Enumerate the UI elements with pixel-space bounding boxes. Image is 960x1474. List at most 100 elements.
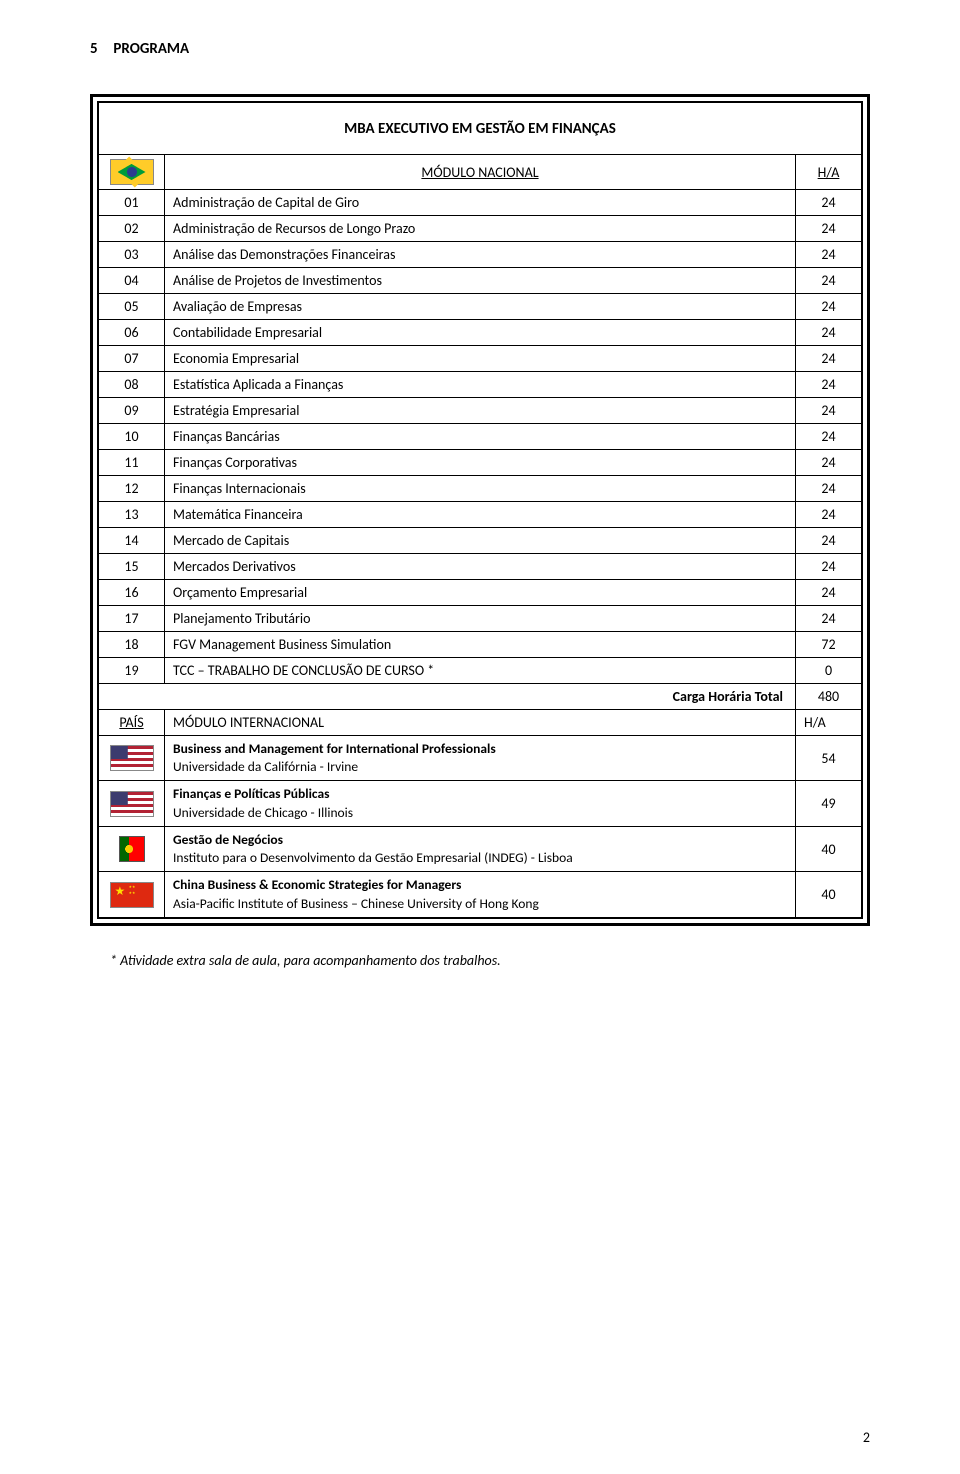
us-flag-icon: [110, 745, 154, 771]
intl-description: China Business & Economic Strategies for…: [165, 872, 796, 917]
row-number: 08: [99, 372, 165, 398]
table-row: 16Orçamento Empresarial24: [99, 580, 862, 606]
row-description: Análise das Demonstrações Financeiras: [165, 242, 796, 268]
row-hours: 24: [796, 528, 862, 554]
row-number: 14: [99, 528, 165, 554]
table-row: China Business & Economic Strategies for…: [99, 872, 862, 917]
table-row: 19TCC – TRABALHO DE CONCLUSÃO DE CURSO *…: [99, 658, 862, 684]
table-inner-frame: MBA EXECUTIVO EM GESTÃO EM FINANÇAS MÓDU…: [97, 101, 863, 919]
section-number: 5: [90, 40, 110, 58]
footnote: * Atividade extra sala de aula, para aco…: [90, 952, 870, 969]
table-row: Business and Management for Internationa…: [99, 736, 862, 781]
section-heading: 5 PROGRAMA: [90, 40, 870, 58]
col-header-pais: PAÍS: [99, 710, 165, 736]
row-description: TCC – TRABALHO DE CONCLUSÃO DE CURSO *: [165, 658, 796, 684]
brazil-flag-icon: [110, 159, 154, 185]
row-number: 15: [99, 554, 165, 580]
row-hours: 24: [796, 606, 862, 632]
row-hours: 24: [796, 268, 862, 294]
intl-hours: 40: [796, 826, 862, 871]
us-flag-icon: [110, 791, 154, 817]
row-number: 12: [99, 476, 165, 502]
table-row: 08Estatística Aplicada a Finanças24: [99, 372, 862, 398]
row-description: Finanças Bancárias: [165, 424, 796, 450]
row-number: 04: [99, 268, 165, 294]
row-hours: 24: [796, 554, 862, 580]
row-number: 10: [99, 424, 165, 450]
row-description: Contabilidade Empresarial: [165, 320, 796, 346]
intl-flag-cell: [99, 872, 165, 917]
row-hours: 24: [796, 450, 862, 476]
col-header-modulo-internacional: MÓDULO INTERNACIONAL: [165, 710, 796, 736]
intl-flag-cell: [99, 736, 165, 781]
intl-description: Finanças e Políticas PúblicasUniversidad…: [165, 781, 796, 826]
row-description: Planejamento Tributário: [165, 606, 796, 632]
row-number: 09: [99, 398, 165, 424]
row-description: Mercado de Capitais: [165, 528, 796, 554]
intl-description: Gestão de NegóciosInstituto para o Desen…: [165, 826, 796, 871]
page-number: 2: [863, 1429, 870, 1446]
row-hours: 24: [796, 424, 862, 450]
row-description: Economia Empresarial: [165, 346, 796, 372]
table-row: Finanças e Políticas PúblicasUniversidad…: [99, 781, 862, 826]
table-row: 10Finanças Bancárias24: [99, 424, 862, 450]
table-row: 18FGV Management Business Simulation72: [99, 632, 862, 658]
row-number: 02: [99, 216, 165, 242]
row-number: 11: [99, 450, 165, 476]
row-number: 07: [99, 346, 165, 372]
section-title: PROGRAMA: [113, 40, 189, 58]
flag-cell-brazil: [99, 155, 165, 190]
row-hours: 24: [796, 580, 862, 606]
total-row: Carga Horária Total 480: [99, 684, 862, 710]
intl-description: Business and Management for Internationa…: [165, 736, 796, 781]
row-description: Análise de Projetos de Investimentos: [165, 268, 796, 294]
row-number: 03: [99, 242, 165, 268]
row-hours: 24: [796, 294, 862, 320]
row-hours: 0: [796, 658, 862, 684]
row-description: Matemática Financeira: [165, 502, 796, 528]
table-title: MBA EXECUTIVO EM GESTÃO EM FINANÇAS: [99, 103, 862, 155]
row-description: Estatística Aplicada a Finanças: [165, 372, 796, 398]
row-hours: 24: [796, 502, 862, 528]
intl-hours: 49: [796, 781, 862, 826]
table-row: 13Matemática Financeira24: [99, 502, 862, 528]
intl-hours: 40: [796, 872, 862, 917]
row-number: 17: [99, 606, 165, 632]
row-hours: 24: [796, 216, 862, 242]
row-hours: 72: [796, 632, 862, 658]
program-table: MBA EXECUTIVO EM GESTÃO EM FINANÇAS MÓDU…: [98, 102, 862, 918]
row-number: 13: [99, 502, 165, 528]
row-description: Administração de Capital de Giro: [165, 190, 796, 216]
table-row: 11Finanças Corporativas24: [99, 450, 862, 476]
intl-flag-cell: [99, 826, 165, 871]
row-number: 18: [99, 632, 165, 658]
col-header-ha-intl: H/A: [796, 710, 862, 736]
row-description: FGV Management Business Simulation: [165, 632, 796, 658]
table-row: 06Contabilidade Empresarial24: [99, 320, 862, 346]
table-row: 01Administração de Capital de Giro24: [99, 190, 862, 216]
row-number: 16: [99, 580, 165, 606]
row-description: Finanças Corporativas: [165, 450, 796, 476]
row-hours: 24: [796, 476, 862, 502]
table-row: 02Administração de Recursos de Longo Pra…: [99, 216, 862, 242]
total-value: 480: [796, 684, 862, 710]
table-row: 07Economia Empresarial24: [99, 346, 862, 372]
row-number: 19: [99, 658, 165, 684]
row-description: Mercados Derivativos: [165, 554, 796, 580]
row-description: Avaliação de Empresas: [165, 294, 796, 320]
col-header-modulo-nacional: MÓDULO NACIONAL: [165, 155, 796, 190]
table-outer-frame: MBA EXECUTIVO EM GESTÃO EM FINANÇAS MÓDU…: [90, 94, 870, 926]
intl-header-row: PAÍS MÓDULO INTERNACIONAL H/A: [99, 710, 862, 736]
table-row: 15Mercados Derivativos24: [99, 554, 862, 580]
intl-flag-cell: [99, 781, 165, 826]
row-hours: 24: [796, 242, 862, 268]
table-row: 17Planejamento Tributário24: [99, 606, 862, 632]
table-title-row: MBA EXECUTIVO EM GESTÃO EM FINANÇAS: [99, 103, 862, 155]
row-number: 01: [99, 190, 165, 216]
table-row: Gestão de NegóciosInstituto para o Desen…: [99, 826, 862, 871]
table-row: 03Análise das Demonstrações Financeiras2…: [99, 242, 862, 268]
table-row: 05Avaliação de Empresas24: [99, 294, 862, 320]
national-header-row: MÓDULO NACIONAL H/A: [99, 155, 862, 190]
col-header-ha: H/A: [796, 155, 862, 190]
row-number: 06: [99, 320, 165, 346]
